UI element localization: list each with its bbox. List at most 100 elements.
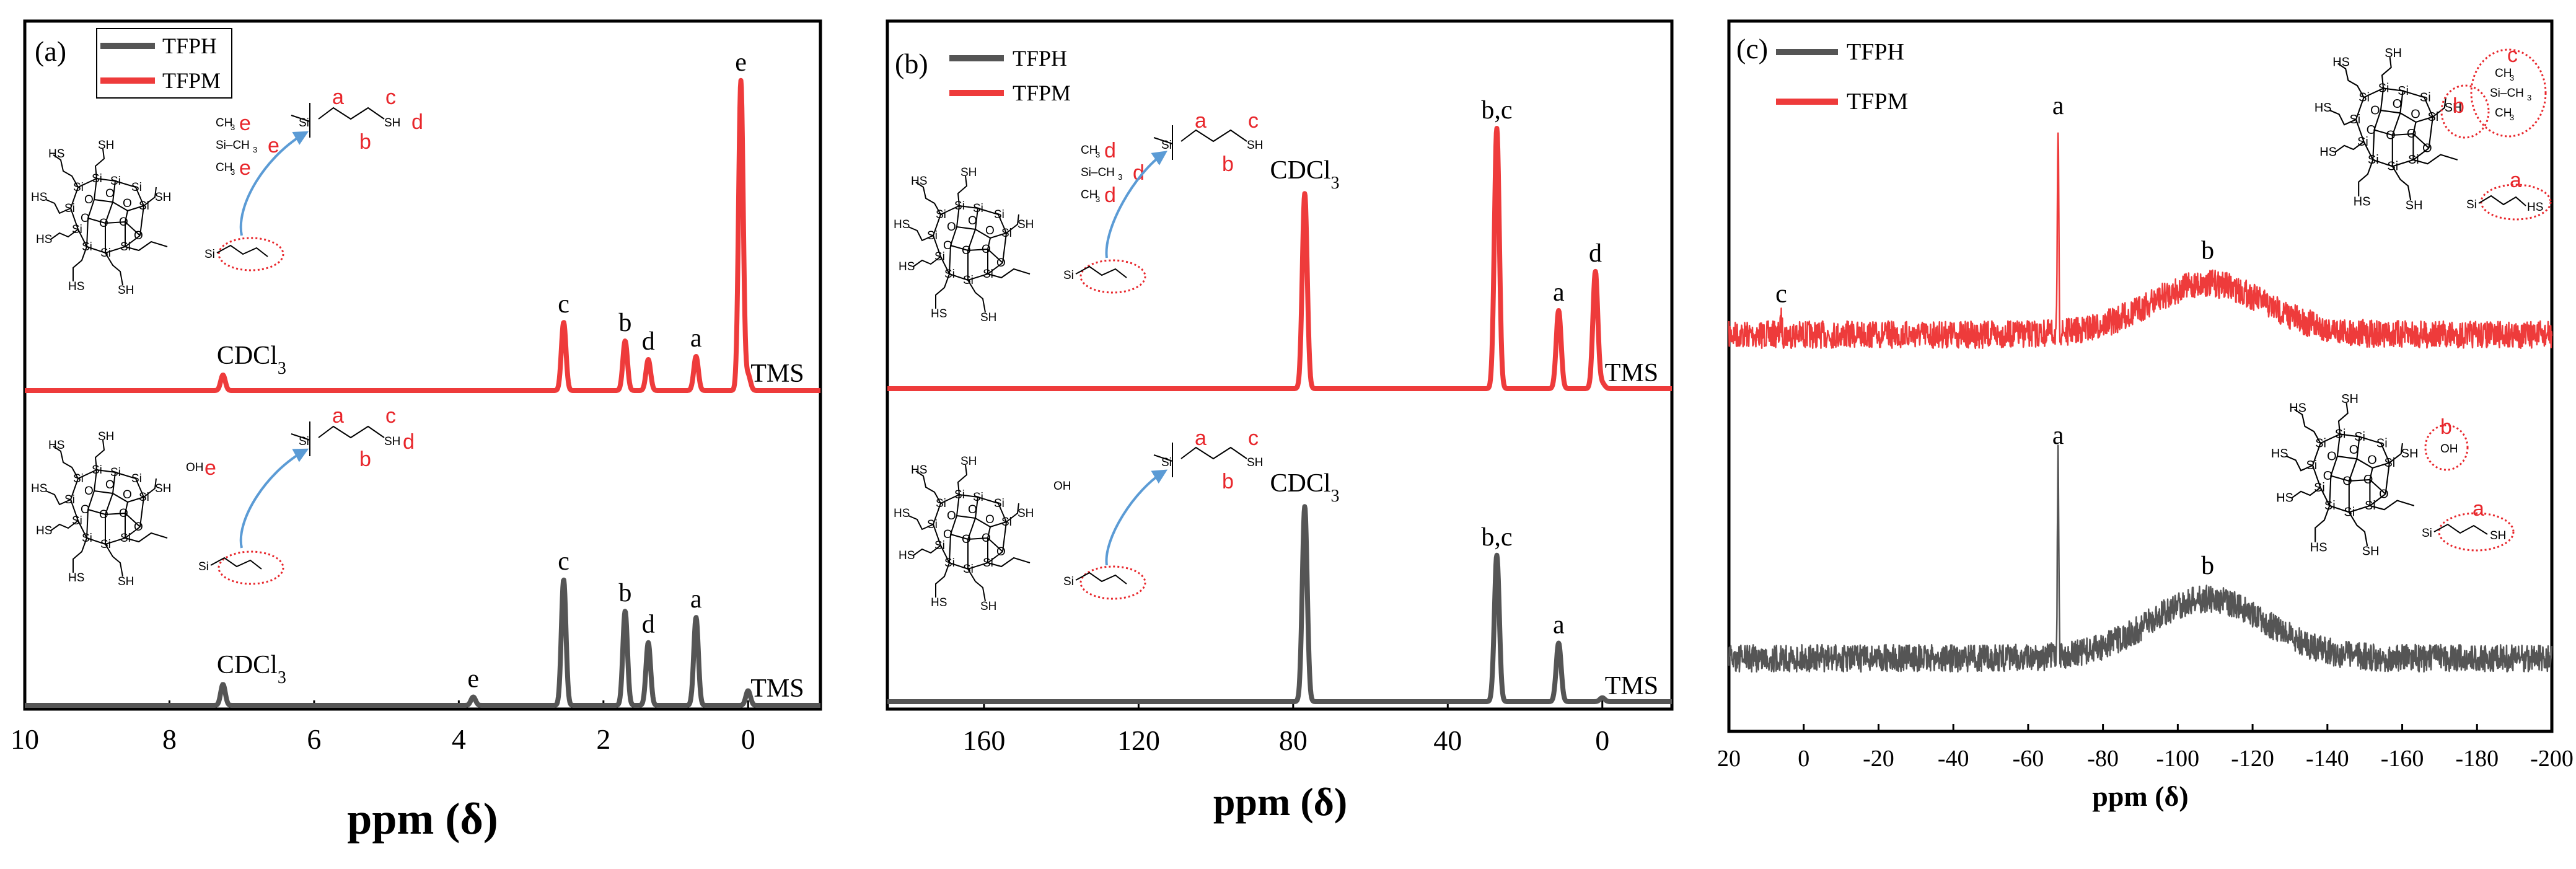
peak-label: b xyxy=(618,309,631,337)
x-tick-label: 0 xyxy=(1798,746,1809,772)
panel-b-tag: (b) xyxy=(895,48,928,79)
legend-tfpm: TFPM xyxy=(1847,89,1908,115)
svg-text:d: d xyxy=(1133,161,1145,185)
svg-text:Si: Si xyxy=(299,117,309,130)
svg-text:b: b xyxy=(359,130,371,154)
svg-text:d: d xyxy=(1104,183,1116,207)
svg-text:CH: CH xyxy=(1081,144,1097,157)
svg-text:3: 3 xyxy=(2527,93,2531,102)
peak-label: d xyxy=(642,327,655,356)
x-tick-label: 8 xyxy=(162,723,177,755)
panel-c-tfph-spectrum xyxy=(1728,444,2553,673)
svg-text:3: 3 xyxy=(253,145,257,154)
x-tick-label: -180 xyxy=(2455,746,2499,772)
svg-text:Si: Si xyxy=(2422,527,2432,540)
panel-c-legend: TFPH TFPM xyxy=(1776,39,1908,115)
panel-a-tag: (a) xyxy=(35,35,66,67)
svg-text:a: a xyxy=(332,86,344,109)
x-tick-label: -100 xyxy=(2156,746,2200,772)
svg-text:c: c xyxy=(2507,43,2518,67)
legend-tfpm: TFPM xyxy=(162,68,221,93)
peak-label: e xyxy=(735,48,747,77)
svg-text:Si–CH: Si–CH xyxy=(1081,166,1115,179)
svg-text:c: c xyxy=(385,86,396,109)
peak-label: a xyxy=(2052,92,2064,120)
svg-text:d: d xyxy=(1104,139,1116,162)
svg-text:c: c xyxy=(1248,109,1259,133)
x-tick-label: 4 xyxy=(452,723,466,755)
panel-a-legend: TFPH TFPM xyxy=(96,28,232,99)
panel-b-xlabel: ppm (δ) xyxy=(1213,780,1347,824)
svg-text:c: c xyxy=(1248,426,1259,450)
panel-b: 160 120 80 40 0 ppm (δ) (b) TFPH TFPM CDCl3 b… xyxy=(885,19,1674,824)
svg-text:Si: Si xyxy=(198,560,209,573)
x-tick-label: 40 xyxy=(1433,725,1462,756)
svg-text:Si: Si xyxy=(2466,198,2477,211)
svg-text:e: e xyxy=(239,112,251,135)
panel-b-tfph-spectrum xyxy=(885,504,1674,704)
peak-label: b xyxy=(618,579,631,607)
svg-text:SH: SH xyxy=(2490,529,2506,542)
svg-text:Si: Si xyxy=(1161,456,1172,469)
peak-label: a xyxy=(690,324,702,353)
x-tick-label: -60 xyxy=(2013,746,2044,772)
panel-b-frame xyxy=(886,19,1674,711)
panel-a-tfph-structure: Si OH e Si SH a b c d xyxy=(30,404,415,589)
peak-label: c xyxy=(558,547,569,576)
svg-text:CH: CH xyxy=(216,117,232,130)
svg-text:OH: OH xyxy=(1053,480,1071,493)
svg-text:b: b xyxy=(2453,94,2464,118)
legend-tfph: TFPH xyxy=(1847,39,1904,65)
x-tick-label: 0 xyxy=(741,723,755,755)
panel-b-tfph-structure: Si OH Si SH a b c xyxy=(893,426,1263,614)
svg-text:SH: SH xyxy=(384,435,400,448)
peak-label: b xyxy=(2201,552,2214,580)
peak-label: c xyxy=(558,290,569,319)
svg-text:3: 3 xyxy=(231,123,235,132)
svg-text:3: 3 xyxy=(231,167,235,177)
svg-text:CH: CH xyxy=(2495,107,2512,120)
peak-label: d xyxy=(642,611,655,639)
svg-text:Si: Si xyxy=(1063,575,1074,588)
svg-text:Si–CH: Si–CH xyxy=(2490,87,2524,100)
svg-text:e: e xyxy=(204,456,216,480)
x-tick-label: -140 xyxy=(2306,746,2349,772)
svg-text:d: d xyxy=(403,430,415,454)
svg-text:c: c xyxy=(385,404,396,428)
peak-label-cdcl3: CDCl3 xyxy=(217,651,286,687)
x-tick-label: 20 xyxy=(1717,746,1741,772)
peak-label: e xyxy=(467,664,479,693)
peak-label: a xyxy=(2052,421,2064,450)
panel-c-ticks: 20 0 -20 -40 -60 -80 -100 -120 -140 -160 -180 -200 xyxy=(1717,724,2574,772)
x-tick-label: 10 xyxy=(11,723,39,755)
panel-c-tfph-structure: OH Si SH b a xyxy=(2270,391,2515,559)
panel-b-tfpm-structure: Si CH3 Si–CH 3 CH3 d d d Si SH a b c xyxy=(893,109,1263,325)
panel-a-tfpm-structure: Si CH3 Si–CH 3 CH3 e e e Si SH a b c d xyxy=(30,86,423,298)
svg-text:OH: OH xyxy=(2440,443,2458,456)
svg-text:CH: CH xyxy=(216,161,232,174)
svg-text:SH: SH xyxy=(1247,139,1263,152)
peak-label-tms: TMS xyxy=(1605,672,1658,700)
x-tick-label: -160 xyxy=(2381,746,2424,772)
svg-text:b: b xyxy=(1222,152,1234,176)
x-tick-label: 6 xyxy=(307,723,321,755)
svg-text:e: e xyxy=(268,134,279,157)
svg-text:3: 3 xyxy=(2510,73,2514,82)
x-tick-label: 0 xyxy=(1595,725,1609,756)
svg-text:b: b xyxy=(2440,415,2452,439)
x-tick-label: 2 xyxy=(596,723,610,755)
peak-label: b,c xyxy=(1481,523,1512,552)
panel-c-peak-labels: a b c a b xyxy=(1775,92,2214,580)
x-tick-label: 120 xyxy=(1117,725,1160,756)
peak-label: b,c xyxy=(1481,96,1512,125)
x-tick-label: -20 xyxy=(1863,746,1894,772)
x-tick-label: 80 xyxy=(1279,725,1308,756)
svg-text:b: b xyxy=(359,448,371,471)
svg-text:OH: OH xyxy=(186,461,204,474)
panel-a-xlabel: ppm (δ) xyxy=(347,794,498,844)
peak-label: a xyxy=(1553,278,1565,307)
panel-a-tfpm-spectrum xyxy=(22,77,823,393)
panel-b-legend: TFPH TFPM xyxy=(949,46,1071,105)
panel-c-tag: (c) xyxy=(1736,33,1768,64)
